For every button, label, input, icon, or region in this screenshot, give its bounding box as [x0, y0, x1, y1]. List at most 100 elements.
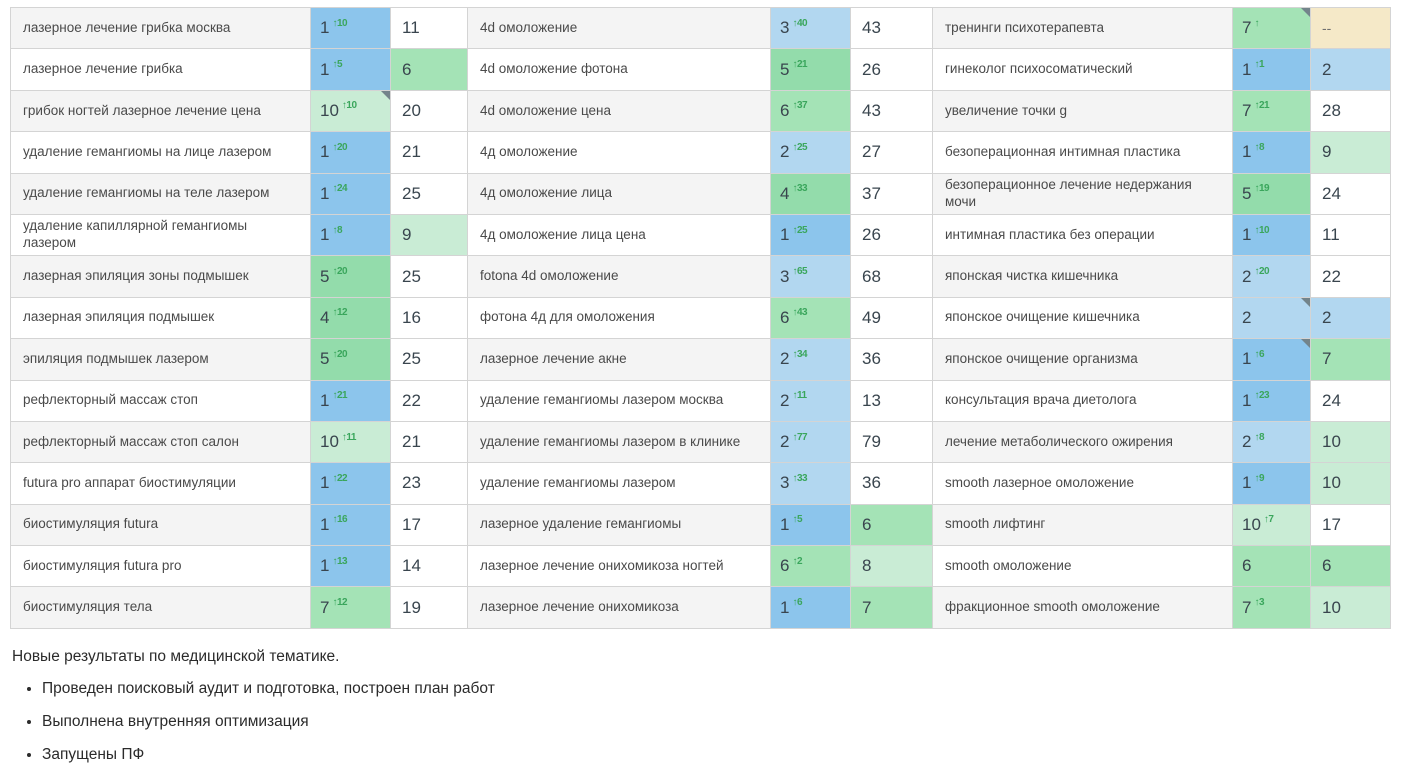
keyword-cell[interactable]: консультация врача диетолога: [933, 380, 1233, 422]
previous-position-cell[interactable]: 17: [391, 504, 468, 547]
keyword-cell[interactable]: эпиляция подмышек лазером: [11, 339, 311, 381]
previous-position-cell[interactable]: 2: [1311, 297, 1391, 340]
keyword-cell[interactable]: фотона 4д для омоложения: [468, 297, 771, 340]
keyword-cell[interactable]: рефлекторный массаж стоп: [11, 380, 311, 422]
previous-position-cell[interactable]: 14: [391, 546, 468, 588]
keyword-cell[interactable]: лазерная эпиляция зоны подмышек: [11, 256, 311, 298]
position-cell[interactable]: 4 ↑33: [771, 173, 851, 215]
position-cell[interactable]: 2 ↑20: [1233, 256, 1311, 298]
keyword-cell[interactable]: 4d омоложение: [468, 8, 771, 50]
previous-position-cell[interactable]: 43: [851, 90, 933, 133]
keyword-cell[interactable]: японское очищение организма: [933, 339, 1233, 381]
previous-position-cell[interactable]: 17: [1311, 504, 1391, 547]
keyword-cell[interactable]: 4d омоложение цена: [468, 90, 771, 133]
position-cell[interactable]: 1 ↑6: [771, 587, 851, 629]
keyword-cell[interactable]: удаление капиллярной гемангиомы лазером: [11, 214, 311, 257]
previous-position-cell[interactable]: 23: [391, 463, 468, 505]
position-cell[interactable]: 1 ↑13: [311, 546, 391, 588]
position-cell[interactable]: 7 ↑12: [311, 587, 391, 629]
position-cell[interactable]: 6 ↑37: [771, 90, 851, 133]
keyword-cell[interactable]: лазерное лечение грибка москва: [11, 8, 311, 50]
keyword-cell[interactable]: 4д омоложение лица цена: [468, 214, 771, 257]
previous-position-cell[interactable]: 43: [851, 8, 933, 50]
previous-position-cell[interactable]: 28: [1311, 90, 1391, 133]
position-cell[interactable]: 7 ↑21: [1233, 90, 1311, 133]
previous-position-cell[interactable]: 22: [1311, 256, 1391, 298]
previous-position-cell[interactable]: 68: [851, 256, 933, 298]
position-cell[interactable]: 1 ↑21: [311, 380, 391, 422]
keyword-cell[interactable]: удаление гемангиомы на теле лазером: [11, 173, 311, 215]
previous-position-cell[interactable]: 10: [1311, 421, 1391, 464]
position-cell[interactable]: 1 ↑24: [311, 173, 391, 215]
keyword-cell[interactable]: 4д омоложение: [468, 132, 771, 174]
previous-position-cell[interactable]: 26: [851, 214, 933, 257]
position-cell[interactable]: 1 ↑5: [771, 504, 851, 547]
keyword-cell[interactable]: лечение метаболического ожирения: [933, 421, 1233, 464]
position-cell[interactable]: 1 ↑9: [1233, 463, 1311, 505]
keyword-cell[interactable]: 4д омоложение лица: [468, 173, 771, 215]
position-cell[interactable]: 1 ↑20: [311, 132, 391, 174]
previous-position-cell[interactable]: 36: [851, 339, 933, 381]
position-cell[interactable]: 5 ↑19: [1233, 173, 1311, 215]
position-cell[interactable]: 1 ↑10: [311, 8, 391, 50]
position-cell[interactable]: 10 ↑7: [1233, 504, 1311, 547]
position-cell[interactable]: 1 ↑1: [1233, 49, 1311, 91]
keyword-cell[interactable]: рефлекторный массаж стоп салон: [11, 421, 311, 464]
position-cell[interactable]: 3 ↑33: [771, 463, 851, 505]
keyword-cell[interactable]: биостимуляция тела: [11, 587, 311, 629]
position-cell[interactable]: 2 ↑34: [771, 339, 851, 381]
position-cell[interactable]: 6 ↑2: [771, 546, 851, 588]
keyword-cell[interactable]: fotona 4d омоложение: [468, 256, 771, 298]
position-cell[interactable]: 1 ↑5: [311, 49, 391, 91]
previous-position-cell[interactable]: 24: [1311, 173, 1391, 215]
position-cell[interactable]: 10 ↑11: [311, 421, 391, 464]
position-cell[interactable]: 2 ↑25: [771, 132, 851, 174]
keyword-cell[interactable]: тренинги психотерапевта: [933, 8, 1233, 50]
previous-position-cell[interactable]: 2: [1311, 49, 1391, 91]
keyword-cell[interactable]: smooth лифтинг: [933, 504, 1233, 547]
keyword-cell[interactable]: грибок ногтей лазерное лечение цена: [11, 90, 311, 133]
keyword-cell[interactable]: лазерное лечение онихомикоза: [468, 587, 771, 629]
position-cell[interactable]: 1 ↑10: [1233, 214, 1311, 257]
keyword-cell[interactable]: удаление гемангиомы на лице лазером: [11, 132, 311, 174]
position-cell[interactable]: 1 ↑8: [1233, 132, 1311, 174]
keyword-cell[interactable]: futura pro аппарат биостимуляции: [11, 463, 311, 505]
position-cell[interactable]: 2: [1233, 297, 1311, 340]
previous-position-cell[interactable]: 24: [1311, 380, 1391, 422]
previous-position-cell[interactable]: 25: [391, 173, 468, 215]
position-cell[interactable]: 1 ↑25: [771, 214, 851, 257]
position-cell[interactable]: 6: [1233, 546, 1311, 588]
position-cell[interactable]: 1 ↑23: [1233, 380, 1311, 422]
previous-position-cell[interactable]: 11: [391, 8, 468, 50]
keyword-cell[interactable]: японское очищение кишечника: [933, 297, 1233, 340]
keyword-cell[interactable]: лазерное лечение акне: [468, 339, 771, 381]
position-cell[interactable]: 1 ↑22: [311, 463, 391, 505]
previous-position-cell[interactable]: 26: [851, 49, 933, 91]
previous-position-cell[interactable]: --: [1311, 8, 1391, 50]
keyword-cell[interactable]: биостимуляция futura pro: [11, 546, 311, 588]
keyword-cell[interactable]: лазерное лечение онихомикоза ногтей: [468, 546, 771, 588]
previous-position-cell[interactable]: 19: [391, 587, 468, 629]
position-cell[interactable]: 2 ↑77: [771, 421, 851, 464]
keyword-cell[interactable]: безоперационная интимная пластика: [933, 132, 1233, 174]
position-cell[interactable]: 3 ↑40: [771, 8, 851, 50]
previous-position-cell[interactable]: 25: [391, 256, 468, 298]
previous-position-cell[interactable]: 21: [391, 132, 468, 174]
keyword-cell[interactable]: интимная пластика без операции: [933, 214, 1233, 257]
keyword-cell[interactable]: удаление гемангиомы лазером москва: [468, 380, 771, 422]
position-cell[interactable]: 6 ↑43: [771, 297, 851, 340]
position-cell[interactable]: 4 ↑12: [311, 297, 391, 340]
position-cell[interactable]: 3 ↑65: [771, 256, 851, 298]
previous-position-cell[interactable]: 27: [851, 132, 933, 174]
previous-position-cell[interactable]: 79: [851, 421, 933, 464]
keyword-cell[interactable]: лазерное лечение грибка: [11, 49, 311, 91]
position-cell[interactable]: 5 ↑20: [311, 339, 391, 381]
position-cell[interactable]: 7 ↑: [1233, 8, 1311, 50]
keyword-cell[interactable]: биостимуляция futura: [11, 504, 311, 547]
previous-position-cell[interactable]: 11: [1311, 214, 1391, 257]
position-cell[interactable]: 2 ↑8: [1233, 421, 1311, 464]
previous-position-cell[interactable]: 37: [851, 173, 933, 215]
keyword-cell[interactable]: лазерное удаление гемангиомы: [468, 504, 771, 547]
previous-position-cell[interactable]: 6: [851, 504, 933, 547]
keyword-cell[interactable]: лазерная эпиляция подмышек: [11, 297, 311, 340]
